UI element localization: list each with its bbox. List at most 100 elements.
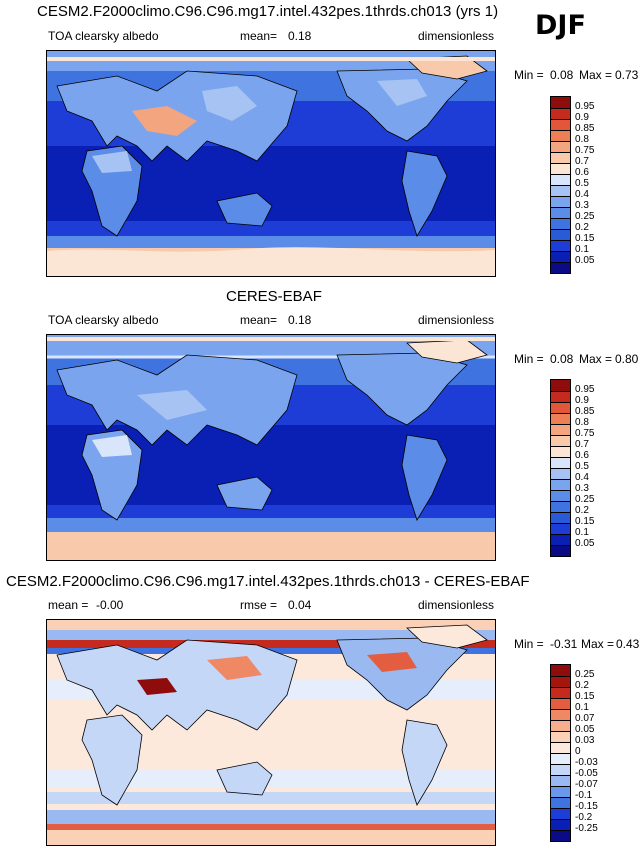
colorbar-segment [551, 676, 570, 687]
colorbar-segment [551, 665, 570, 676]
colorbar-segment [551, 424, 570, 435]
panel1-min-label: Min = [514, 68, 544, 82]
colorbar-segment [551, 218, 570, 229]
colorbar-segment [551, 830, 570, 841]
panel2-min-value: 0.08 [550, 352, 574, 366]
colorbar-tick-label: 0.07 [575, 713, 595, 724]
colorbar-tick-label: 0.8 [575, 134, 589, 145]
colorbar-tick-label: -0.25 [575, 823, 598, 834]
panel1-mean-label: mean= [240, 29, 278, 43]
colorbar-tick-label: 0.6 [575, 450, 589, 461]
colorbar-segment [551, 380, 570, 391]
colorbar-tick-label: -0.07 [575, 779, 598, 790]
panel2-mean-label: mean= [240, 313, 278, 327]
colorbar-segment [551, 402, 570, 413]
colorbar-segment [551, 786, 570, 797]
panel2-colorbar [550, 379, 571, 557]
panel3-max-label: Max = [581, 637, 615, 651]
panel3-rmse-label: rmse = [240, 598, 278, 612]
colorbar-segment [551, 185, 570, 196]
panel2-min-label: Min = [514, 352, 544, 366]
panel2-variable: TOA clearsky albedo [48, 313, 159, 327]
colorbar-segment [551, 163, 570, 174]
colorbar-tick-label: 0.05 [575, 724, 595, 735]
panel3-min-value: -0.31 [550, 637, 578, 651]
panel3-rmse-value: 0.04 [288, 598, 312, 612]
colorbar-segment [551, 119, 570, 130]
colorbar-segment [551, 413, 570, 424]
colorbar-tick-label: 0.2 [575, 222, 589, 233]
colorbar-tick-label: 0.7 [575, 156, 589, 167]
colorbar-segment [551, 196, 570, 207]
colorbar-tick-label: 0.9 [575, 112, 589, 123]
colorbar-tick-label: 0.4 [575, 189, 589, 200]
colorbar-tick-label: 0.05 [575, 538, 595, 549]
colorbar-tick-label: 0.1 [575, 702, 589, 713]
colorbar-tick-label: 0.25 [575, 669, 595, 680]
panel1-mean-value: 0.18 [288, 29, 312, 43]
colorbar-segment [551, 512, 570, 523]
colorbar-segment [551, 435, 570, 446]
colorbar-segment [551, 391, 570, 402]
panel1-map-svg [47, 51, 495, 276]
colorbar-segment [551, 229, 570, 240]
colorbar-segment [551, 709, 570, 720]
panel1-variable: TOA clearsky albedo [48, 29, 159, 43]
colorbar-segment [551, 262, 570, 273]
colorbar-segment [551, 534, 570, 545]
colorbar-segment [551, 152, 570, 163]
colorbar-tick-label: 0.85 [575, 123, 595, 134]
colorbar-segment [551, 545, 570, 556]
colorbar-tick-label: 0.1 [575, 527, 589, 538]
colorbar-tick-label: 0.3 [575, 200, 589, 211]
colorbar-segment [551, 742, 570, 753]
colorbar-tick-label: 0.7 [575, 439, 589, 450]
colorbar-tick-label: -0.05 [575, 768, 598, 779]
season-label: DJF [535, 10, 586, 41]
panel1-max-label: Max = [579, 68, 613, 82]
colorbar-segment [551, 174, 570, 185]
panel1-title: CESM2.F2000climo.C96.C96.mg17.intel.432p… [37, 3, 499, 20]
panel1-units: dimensionless [418, 29, 495, 43]
colorbar-segment [551, 808, 570, 819]
panel2-map-svg [47, 335, 495, 560]
colorbar-tick-label: 0.15 [575, 516, 595, 527]
colorbar-segment [551, 687, 570, 698]
panel2-max-value: 0.80 [615, 352, 639, 366]
panel3-units: dimensionless [418, 598, 495, 612]
colorbar-segment [551, 753, 570, 764]
colorbar-tick-label: 0.95 [575, 101, 595, 112]
colorbar-segment [551, 501, 570, 512]
colorbar-segment [551, 764, 570, 775]
panel1-map [46, 50, 496, 277]
panel2-map [46, 334, 496, 561]
colorbar-segment [551, 97, 570, 108]
colorbar-tick-label: 0.05 [575, 255, 595, 266]
colorbar-segment [551, 251, 570, 262]
colorbar-segment [551, 698, 570, 709]
panel2-mean-value: 0.18 [288, 313, 312, 327]
panel3-title: CESM2.F2000climo.C96.C96.mg17.intel.432p… [6, 573, 530, 590]
panel3-colorbar [550, 664, 571, 842]
colorbar-tick-label: 0.8 [575, 417, 589, 428]
panel3-mean-value: -0.00 [96, 598, 124, 612]
colorbar-tick-label: 0.3 [575, 483, 589, 494]
colorbar-tick-label: 0.4 [575, 472, 589, 483]
panel1-colorbar [550, 96, 571, 274]
colorbar-tick-label: 0.5 [575, 178, 589, 189]
colorbar-tick-label: 0.25 [575, 211, 595, 222]
colorbar-segment [551, 523, 570, 534]
colorbar-tick-label: -0.15 [575, 801, 598, 812]
colorbar-tick-label: 0.75 [575, 428, 595, 439]
colorbar-tick-label: 0.15 [575, 233, 595, 244]
colorbar-tick-label: 0.2 [575, 680, 589, 691]
colorbar-tick-label: 0.85 [575, 406, 595, 417]
colorbar-tick-label: 0.5 [575, 461, 589, 472]
colorbar-segment [551, 446, 570, 457]
colorbar-tick-label: 0.2 [575, 505, 589, 516]
colorbar-tick-label: -0.03 [575, 757, 598, 768]
colorbar-tick-label: 0.15 [575, 691, 595, 702]
colorbar-segment [551, 731, 570, 742]
colorbar-tick-label: 0.03 [575, 735, 595, 746]
panel2-title: CERES-EBAF [226, 288, 322, 305]
